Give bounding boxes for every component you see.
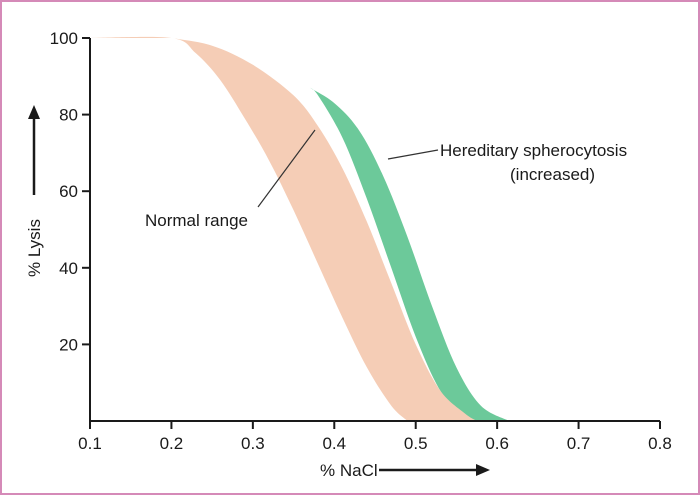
normal-range-leader: [257, 129, 316, 208]
hs-label-line1: Hereditary spherocytosis: [440, 141, 627, 160]
normal-range-band: [90, 36, 477, 421]
x-axis-arrowhead: [476, 464, 490, 476]
hs-label-line2: (increased): [510, 165, 595, 184]
normal-range-label: Normal range: [145, 211, 248, 230]
y-tick-label: 80: [59, 106, 78, 125]
y-tick-label: 40: [59, 259, 78, 278]
x-tick-label: 0.2: [160, 434, 184, 453]
hereditary-spherocytosis-band: [309, 87, 510, 422]
y-tick-label: 60: [59, 182, 78, 201]
x-tick-label: 0.6: [485, 434, 509, 453]
x-tick-label: 0.3: [241, 434, 265, 453]
y-axis-title: % Lysis: [25, 219, 44, 277]
hs-leader: [387, 149, 439, 160]
x-axis-title: % NaCl: [320, 461, 378, 480]
x-tick-label: 0.8: [648, 434, 672, 453]
y-tick-label: 100: [50, 29, 78, 48]
y-tick-label: 20: [59, 335, 78, 354]
x-tick-label: 0.4: [322, 434, 346, 453]
y-axis-arrowhead: [28, 105, 40, 119]
x-tick-label: 0.5: [404, 434, 428, 453]
x-tick-label: 0.1: [78, 434, 102, 453]
x-tick-label: 0.7: [567, 434, 591, 453]
